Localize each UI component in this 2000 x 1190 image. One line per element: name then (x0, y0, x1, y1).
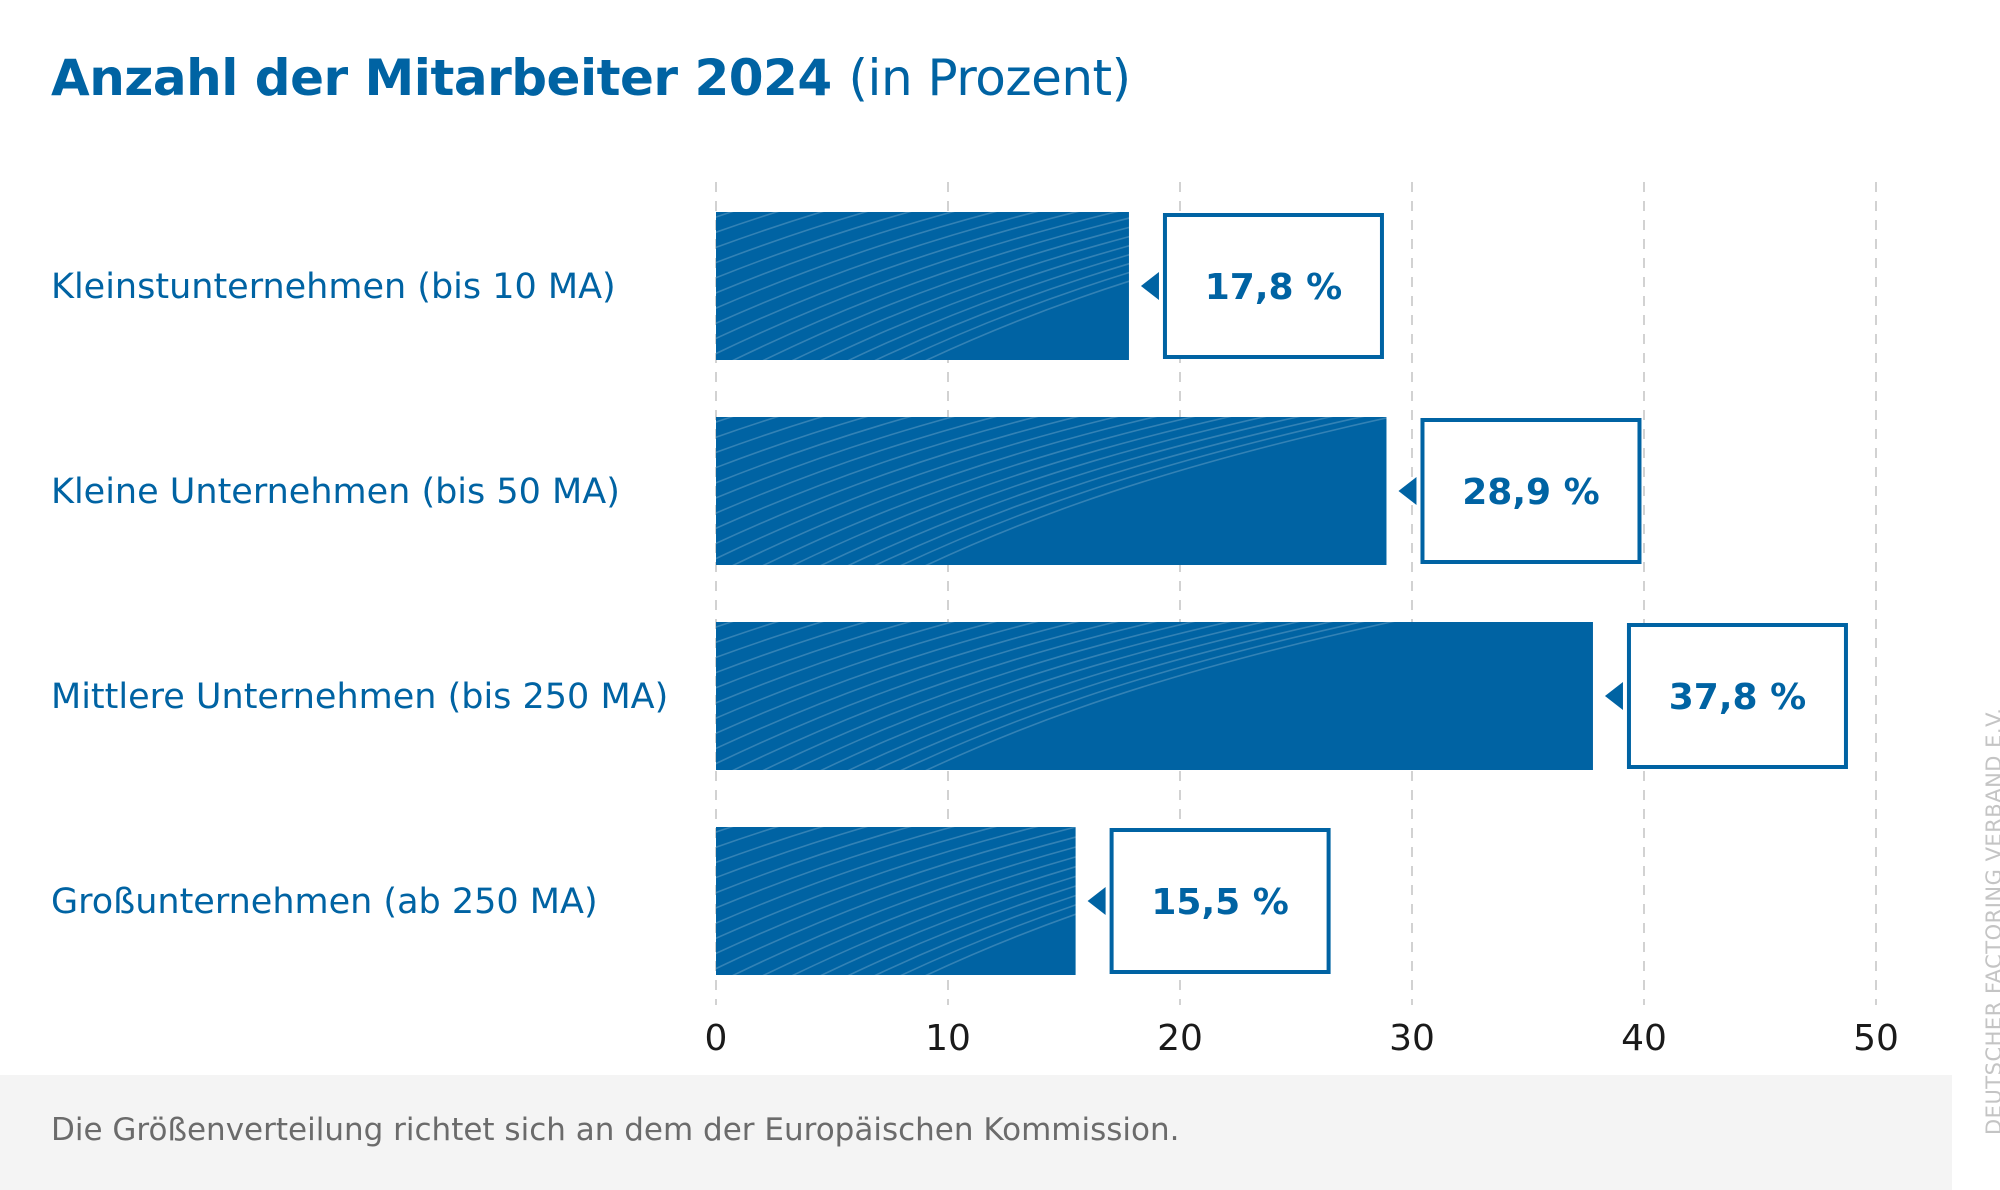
bar-texture-lines (716, 622, 1395, 770)
bar-texture (716, 622, 1395, 770)
footnote-text: Die Größenverteilung richtet sich an dem… (51, 1112, 1180, 1148)
category-labels: Kleinstunternehmen (bis 10 MA) Kleine Unt… (51, 267, 668, 922)
footnote-panel: Die Größenverteilung richtet sich an dem… (0, 1075, 1952, 1190)
value-label: 17,8 % (1205, 267, 1342, 308)
bars (716, 212, 1593, 975)
bar-texture (716, 417, 1387, 565)
chart-title: Anzahl der Mitarbeiter 2024 (in Prozent) (51, 48, 1131, 108)
x-tick-label: 50 (1853, 1018, 1899, 1059)
x-tick-label: 40 (1621, 1018, 1667, 1059)
bar-texture-lines (716, 212, 1129, 360)
value-callout-box (1162, 213, 1384, 359)
bar (716, 622, 1593, 770)
category-label: Großunternehmen (ab 250 MA) (51, 882, 598, 922)
x-tick-label: 0 (705, 1018, 728, 1059)
credit-text: DEUTSCHER FACTORING VERBAND E.V. (1982, 707, 2000, 1135)
bar-texture-lines (716, 417, 1387, 565)
chart-subtitle: (in Prozent) (848, 49, 1132, 107)
bar-texture (716, 212, 1129, 360)
bar (716, 417, 1387, 565)
callout-pointer (1398, 477, 1417, 505)
value-label: 28,9 % (1462, 472, 1599, 513)
bar-chart: Kleinstunternehmen (bis 10 MA) Kleine Unt… (51, 182, 1899, 1059)
category-label: Mittlere Unternehmen (bis 250 MA) (51, 677, 668, 717)
value-callout-box (1420, 418, 1642, 564)
category-label: Kleinstunternehmen (bis 10 MA) (51, 267, 616, 307)
category-label: Kleine Unternehmen (bis 50 MA) (51, 472, 620, 512)
value-labels: 17,8 % 28,9 % 37,8 % 15,5 % (1087, 213, 1848, 974)
bar (716, 212, 1129, 360)
chart-title-main: Anzahl der Mitarbeiter 2024 (51, 49, 832, 107)
x-tick-label: 20 (1157, 1018, 1203, 1059)
x-tick-label: 10 (925, 1018, 971, 1059)
callout-pointer (1604, 682, 1623, 710)
value-label: 15,5 % (1151, 882, 1288, 923)
callout-pointer (1087, 887, 1106, 915)
x-axis-ticks: 0 10 20 30 40 50 (705, 1018, 1899, 1059)
bar (716, 827, 1076, 975)
value-callout-box (1109, 828, 1331, 974)
value-callout-box (1626, 623, 1848, 769)
callout-pointer (1140, 272, 1159, 300)
x-tick-label: 30 (1389, 1018, 1435, 1059)
value-label: 37,8 % (1669, 677, 1806, 718)
